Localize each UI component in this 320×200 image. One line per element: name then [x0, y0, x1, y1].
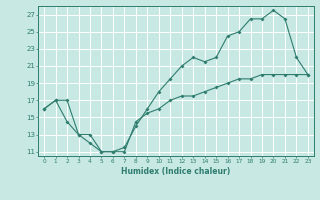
X-axis label: Humidex (Indice chaleur): Humidex (Indice chaleur) [121, 167, 231, 176]
